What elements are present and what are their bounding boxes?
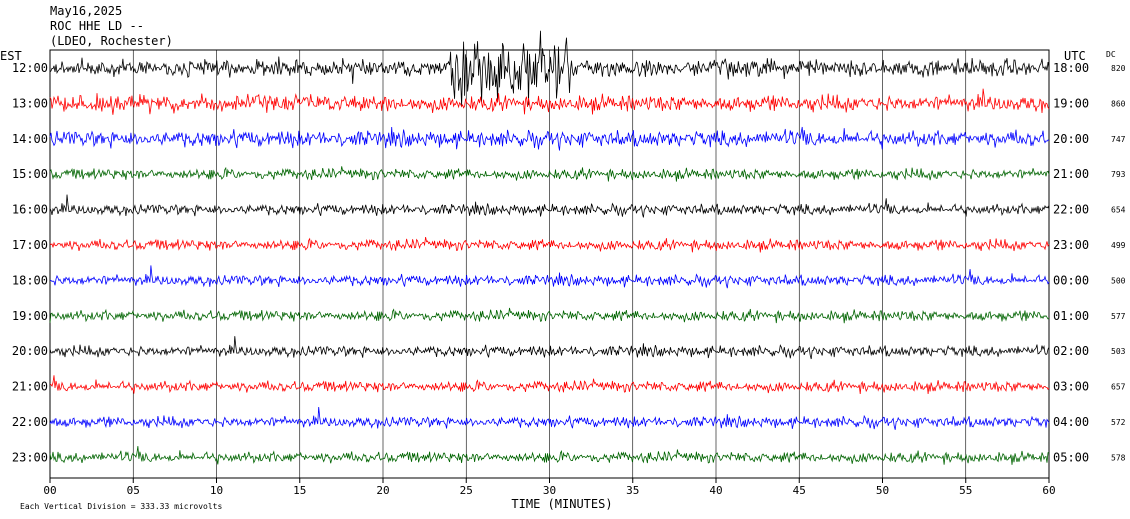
x-tick-label: 45 [793,484,806,497]
utc-time-label: 05:00 [1053,450,1089,464]
x-tick-label: 30 [543,484,556,497]
dc-value-label: 860 [1111,99,1126,108]
labels: 00 05 10 15 20 25 30 35 40 45 50 55 60 12:00 18:00 820 1… [0,49,1126,511]
seismic-trace-1500 [49,166,1050,182]
seismic-trace-1800 [49,265,1050,289]
dc-value-label: 578 [1111,453,1126,462]
est-time-label: 21:00 [12,380,48,394]
est-time-label: 13:00 [12,96,48,110]
utc-time-label: 18:00 [1053,61,1089,75]
seismic-trace-1600 [49,194,1050,218]
utc-time-label: 02:00 [1053,344,1089,358]
x-axis-title: TIME (MINUTES) [511,497,612,511]
dc-value-label: 657 [1111,383,1126,392]
x-tick-label: 50 [876,484,889,497]
seismic-trace-2100 [49,375,1050,395]
dc-value-label: 577 [1111,312,1126,321]
station-code: ROC HHE LD -- [50,19,144,33]
dc-column-label: DC [1106,50,1116,59]
est-time-label: 22:00 [12,415,48,429]
est-time-label: 23:00 [12,450,48,464]
dc-value-label: 793 [1111,170,1126,179]
seismic-trace-1300 [49,88,1050,115]
dc-value-label: 820 [1111,64,1126,73]
x-tick-label: 10 [210,484,223,497]
est-time-label: 19:00 [12,309,48,323]
x-tick-label: 05 [127,484,140,497]
utc-time-label: 03:00 [1053,380,1089,394]
utc-time-label: 19:00 [1053,96,1089,110]
seismic-trace-2200 [49,406,1050,430]
seismic-trace-1900 [49,307,1050,324]
utc-time-label: 01:00 [1053,309,1089,323]
seismic-trace-2000 [49,336,1050,360]
utc-axis-label: UTC [1064,49,1086,63]
est-time-label: 14:00 [12,132,48,146]
x-tick-label: 25 [460,484,473,497]
utc-time-label: 22:00 [1053,203,1089,217]
dc-value-label: 499 [1111,241,1126,250]
seismic-trace-1200 [49,30,1050,107]
dc-value-label: 500 [1111,276,1126,285]
dc-value-label: 654 [1111,206,1126,215]
x-tick-label: 20 [376,484,389,497]
est-time-label: 18:00 [12,273,48,287]
seismic-trace-2300 [49,446,1050,465]
seismic-trace-1700 [49,237,1050,253]
dc-value-label: 572 [1111,418,1126,427]
grid [49,49,1050,483]
x-tick-label: 55 [959,484,972,497]
utc-time-label: 04:00 [1053,415,1089,429]
x-tick-label: 35 [626,484,639,497]
x-tick-label: 60 [1042,484,1055,497]
est-time-label: 15:00 [12,167,48,181]
x-tick-label: 00 [43,484,56,497]
dc-value-label: 503 [1111,347,1126,356]
x-tick-label: 15 [293,484,306,497]
est-time-label: 16:00 [12,203,48,217]
utc-time-label: 20:00 [1053,132,1089,146]
est-time-label: 12:00 [12,61,48,75]
est-time-label: 20:00 [12,344,48,358]
seismic-trace-1400 [49,126,1050,151]
dc-value-label: 747 [1111,135,1126,144]
x-tick-label: 40 [709,484,722,497]
traces [49,30,1050,465]
scale-footer: Each Vertical Division = 333.33 microvol… [20,502,222,511]
chart-date: May16,2025 [50,4,123,18]
utc-time-label: 21:00 [1053,167,1089,181]
est-time-label: 17:00 [12,238,48,252]
utc-time-label: 23:00 [1053,238,1089,252]
est-axis-label: EST [0,49,22,63]
utc-time-label: 00:00 [1053,273,1089,287]
network-name: (LDEO, Rochester) [50,34,173,48]
